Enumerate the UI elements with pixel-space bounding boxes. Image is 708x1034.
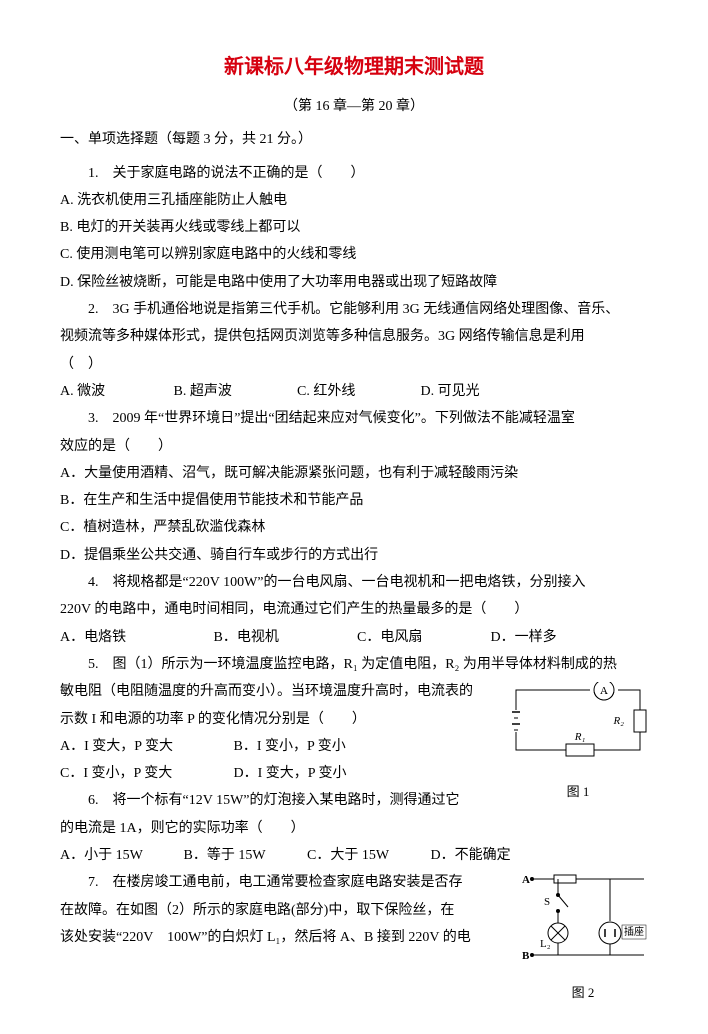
figure-2-caption: 图 2 — [518, 984, 648, 1002]
circuit-diagram-2: A B S L₂ 插座 — [518, 871, 648, 971]
q5-opt-a: A．I 变大，P 变大 — [60, 733, 230, 760]
label-socket: 插座 — [624, 925, 644, 938]
q6-opt-c: C．大于 15W — [307, 842, 427, 869]
svg-text:A: A — [600, 685, 608, 697]
q5-stem-1: 5. 图（1）所示为一环境温度监控电路，R₁ 为定值电阻，R₂ 为用半导体材料制… — [60, 651, 648, 678]
q1-stem: 1. 关于家庭电路的说法不正确的是（ ） — [60, 160, 648, 187]
q6-stem-2: 的电流是 1A，则它的实际功率（ ） — [60, 815, 648, 842]
figure-1-caption: 图 1 — [508, 783, 648, 801]
q4-opt-c: C．电风扇 — [357, 624, 487, 651]
q3-opt-b: B．在生产和生活中提倡使用节能技术和节能产品 — [60, 487, 648, 514]
q5-opt-c: C．I 变小，P 变大 — [60, 760, 230, 787]
q2-opt-b: B. 超声波 — [174, 378, 294, 405]
q4-opt-a: A．电烙铁 — [60, 624, 210, 651]
q6-opt-d: D．不能确定 — [431, 842, 511, 869]
q3-opt-c: C．植树造林，严禁乱砍滥伐森林 — [60, 514, 648, 541]
q4-options: A．电烙铁 B．电视机 C．电风扇 D．一样多 — [60, 624, 648, 651]
label-l2: L₂ — [540, 938, 551, 950]
q2-opt-d: D. 可见光 — [421, 378, 480, 405]
q2-stem-2: 视频流等多种媒体形式，提供包括网页浏览等多种信息服务。3G 网络传输信息是利用 — [60, 323, 648, 350]
page-title: 新课标八年级物理期末测试题 — [60, 48, 648, 87]
q2-stem-1: 2. 3G 手机通俗地说是指第三代手机。它能够利用 3G 无线通信网络处理图像、… — [60, 296, 648, 323]
q1-opt-d: D. 保险丝被烧断，可能是电路中使用了大功率用电器或出现了短路故障 — [60, 269, 648, 296]
q2-stem-3: （ ） — [60, 351, 648, 378]
q4-opt-b: B．电视机 — [214, 624, 354, 651]
q1-opt-c: C. 使用测电笔可以辨别家庭电路中的火线和零线 — [60, 241, 648, 268]
q1-opt-a: A. 洗衣机使用三孔插座能防止人触电 — [60, 187, 648, 214]
circuit-diagram-1: A A R₂ R₁ — [508, 682, 648, 770]
q5-opt-d: D．I 变大，P 变小 — [234, 760, 347, 787]
label-a: A — [522, 874, 530, 886]
q1-opt-b: B. 电灯的开关装再火线或零线上都可以 — [60, 214, 648, 241]
q2-opt-c: C. 红外线 — [297, 378, 417, 405]
q3-stem-2: 效应的是（ ） — [60, 433, 648, 460]
r2-label: R₂ — [612, 715, 624, 727]
q3-stem-1: 3. 2009 年“世界环境日”提出“团结起来应对气候变化”。下列做法不能减轻温… — [60, 405, 648, 432]
q4-stem-2: 220V 的电路中，通电时间相同，电流通过它们产生的热量最多的是（ ） — [60, 596, 648, 623]
q6-opt-a: A．小于 15W — [60, 842, 180, 869]
q2-opt-a: A. 微波 — [60, 378, 170, 405]
q3-opt-d: D．提倡乘坐公共交通、骑自行车或步行的方式出行 — [60, 542, 648, 569]
label-b: B — [522, 950, 530, 962]
page-subtitle: （第 16 章—第 20 章） — [60, 93, 648, 120]
q4-opt-d: D．一样多 — [491, 624, 557, 651]
q2-options: A. 微波 B. 超声波 C. 红外线 D. 可见光 — [60, 378, 648, 405]
label-s: S — [544, 896, 550, 908]
figure-1: A A R₂ R₁ 图 1 — [508, 682, 648, 800]
r1-label: R₁ — [574, 731, 586, 743]
q6-options: A．小于 15W B．等于 15W C．大于 15W D．不能确定 — [60, 842, 648, 869]
q4-stem-1: 4. 将规格都是“220V 100W”的一台电风扇、一台电视机和一把电烙铁，分别… — [60, 569, 648, 596]
figure-2: A B S L₂ 插座 图 2 — [518, 871, 648, 1001]
q3-opt-a: A．大量使用酒精、沼气，既可解决能源紧张问题，也有利于减轻酸雨污染 — [60, 460, 648, 487]
section-1-head: 一、单项选择题（每题 3 分，共 21 分。） — [60, 126, 648, 153]
q6-opt-b: B．等于 15W — [184, 842, 304, 869]
q5-opt-b: B．I 变小，P 变小 — [234, 733, 346, 760]
